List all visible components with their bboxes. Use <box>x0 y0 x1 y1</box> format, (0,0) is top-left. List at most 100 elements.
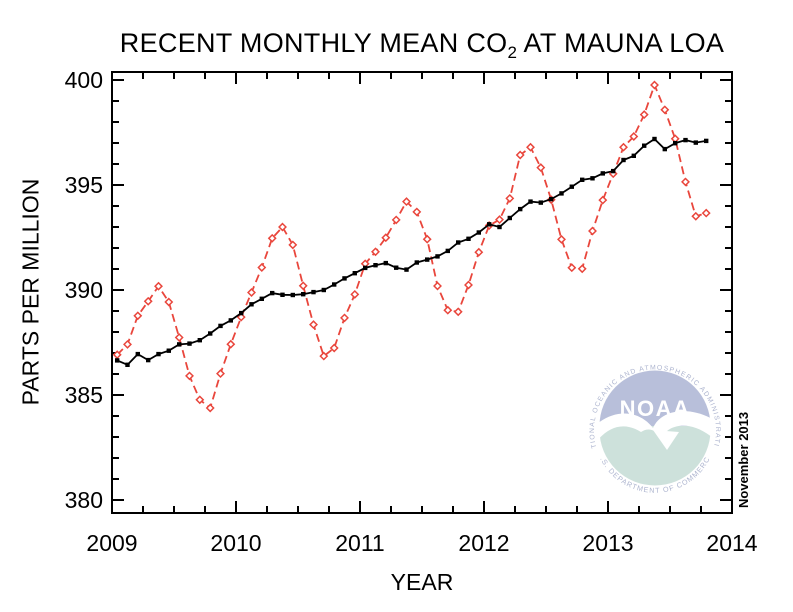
square-marker <box>363 265 368 271</box>
diamond-marker <box>340 313 349 323</box>
diamond-marker <box>371 247 380 257</box>
square-marker <box>177 342 182 347</box>
square-marker <box>218 323 223 329</box>
diamond-marker <box>381 233 391 243</box>
square-marker <box>187 341 192 346</box>
diamond-marker <box>174 333 184 342</box>
square-marker <box>476 230 481 235</box>
square-marker <box>538 200 543 205</box>
logo-noaa-text: NOAA <box>620 396 691 421</box>
diamond-marker <box>205 403 215 413</box>
square-marker <box>580 177 585 182</box>
title-suffix: AT MAUNA LOA <box>517 28 725 58</box>
diamond-marker <box>319 351 329 361</box>
y-tick-label: 395 <box>65 172 103 198</box>
chart-title: RECENT MONTHLY MEAN CO2 AT MAUNA LOA <box>52 28 792 62</box>
diamond-marker <box>185 371 194 381</box>
diamond-marker <box>639 110 649 120</box>
y-tick-label: 385 <box>65 382 103 408</box>
diamond-marker <box>154 281 163 291</box>
square-marker <box>115 358 120 363</box>
square-marker <box>652 136 657 142</box>
diamond-marker <box>567 263 577 273</box>
square-marker <box>518 206 523 212</box>
diamond-marker <box>278 222 287 232</box>
diamond-marker <box>164 297 174 307</box>
square-marker <box>383 260 388 266</box>
square-marker <box>559 191 564 196</box>
square-marker <box>569 184 574 189</box>
y-axis-label: PARTS PER MILLION <box>17 178 44 406</box>
diamond-marker <box>691 211 701 221</box>
square-marker <box>673 141 678 146</box>
diamond-marker <box>577 264 587 274</box>
square-marker <box>352 271 357 276</box>
square-marker <box>259 296 264 301</box>
square-marker <box>249 302 254 307</box>
square-marker <box>197 338 202 343</box>
square-marker <box>135 351 140 357</box>
y-tick-label: 380 <box>65 487 103 513</box>
diamond-marker <box>226 339 236 349</box>
diamond-marker <box>505 193 515 203</box>
diamond-marker <box>402 197 411 207</box>
diamond-marker <box>557 234 566 244</box>
diamond-marker <box>143 296 153 306</box>
date-annotation: November 2013 <box>736 411 751 508</box>
square-marker <box>456 240 461 245</box>
major-ticks <box>111 72 733 513</box>
diamond-marker <box>288 240 298 250</box>
square-marker <box>208 331 213 336</box>
diamond-marker <box>112 350 122 360</box>
square-marker <box>693 140 698 145</box>
square-marker <box>704 138 709 144</box>
diamond-marker <box>298 281 308 291</box>
y-tick-label: 400 <box>65 67 103 93</box>
diamond-marker <box>660 105 670 115</box>
diamond-marker <box>536 163 546 173</box>
square-marker <box>290 292 295 298</box>
diamond-marker <box>495 215 504 225</box>
square-marker <box>239 310 244 316</box>
series-line <box>116 137 707 366</box>
square-marker <box>600 171 605 176</box>
square-marker <box>642 143 647 148</box>
diamond-marker <box>309 320 318 330</box>
x-tick-label: 2013 <box>582 530 633 556</box>
diamond-marker <box>433 281 442 291</box>
diamond-marker <box>598 195 608 205</box>
square-marker <box>301 292 306 297</box>
diamond-marker <box>443 305 453 315</box>
square-marker <box>332 282 337 287</box>
x-tick-label: 2009 <box>86 530 137 556</box>
square-marker <box>466 236 471 241</box>
square-marker <box>270 290 275 296</box>
square-marker <box>445 248 450 254</box>
noaa-logo: NOAA NATIONAL OCEANIC AND ATMOSPHERIC AD… <box>589 364 721 496</box>
diamond-marker <box>629 132 639 141</box>
square-marker <box>683 137 688 143</box>
square-marker <box>662 146 667 152</box>
square-marker <box>425 257 430 262</box>
diamond-marker <box>412 207 422 217</box>
diamond-marker <box>515 150 525 160</box>
diamond-marker <box>391 215 401 225</box>
diamond-marker <box>453 307 463 317</box>
diamond-marker <box>422 234 432 244</box>
square-marker <box>156 351 161 357</box>
diamond-marker <box>526 142 535 152</box>
square-marker <box>590 176 595 181</box>
square-marker <box>166 348 171 353</box>
diamond-marker <box>267 233 277 243</box>
square-marker <box>404 267 409 272</box>
square-marker <box>549 196 554 202</box>
minor-ticks <box>112 72 732 513</box>
diamond-marker <box>195 395 205 405</box>
x-tick-label: 2014 <box>706 530 757 556</box>
diamond-marker <box>257 263 267 272</box>
square-marker <box>435 254 440 259</box>
series-line <box>116 82 707 410</box>
trend-series <box>115 136 709 367</box>
